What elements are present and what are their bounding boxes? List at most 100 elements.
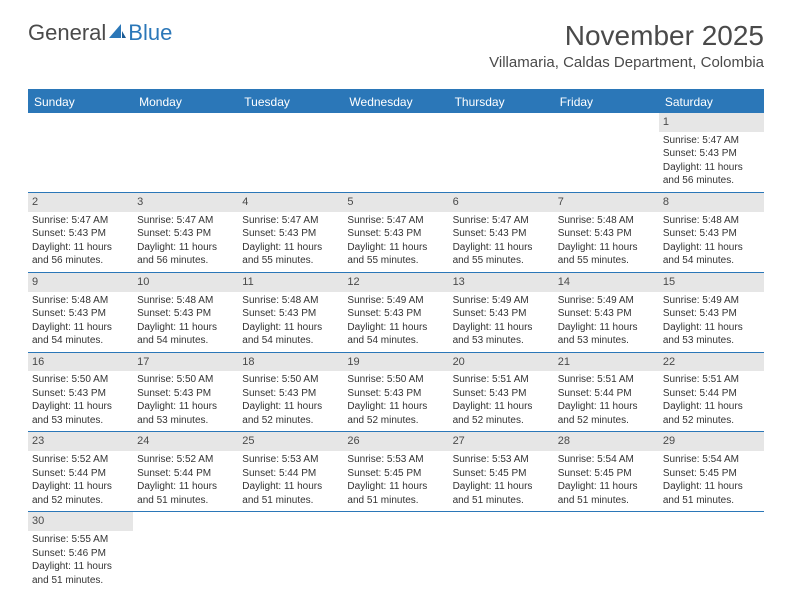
sunrise-text: Sunrise: 5:48 AM — [663, 214, 760, 228]
day-body: Sunrise: 5:50 AMSunset: 5:43 PMDaylight:… — [238, 371, 343, 431]
day-body: Sunrise: 5:48 AMSunset: 5:43 PMDaylight:… — [28, 292, 133, 352]
daylight-text: Daylight: 11 hours and 53 minutes. — [558, 321, 655, 348]
calendar-day: 9Sunrise: 5:48 AMSunset: 5:43 PMDaylight… — [28, 273, 133, 352]
day-body: Sunrise: 5:47 AMSunset: 5:43 PMDaylight:… — [343, 212, 448, 272]
calendar-day: 2Sunrise: 5:47 AMSunset: 5:43 PMDaylight… — [28, 193, 133, 272]
calendar-day: 25Sunrise: 5:53 AMSunset: 5:44 PMDayligh… — [238, 432, 343, 511]
sunrise-text: Sunrise: 5:55 AM — [32, 533, 129, 547]
calendar-day: 28Sunrise: 5:54 AMSunset: 5:45 PMDayligh… — [554, 432, 659, 511]
day-number: 16 — [28, 353, 133, 372]
calendar-day: 30Sunrise: 5:55 AMSunset: 5:46 PMDayligh… — [28, 512, 133, 591]
calendar-day — [133, 512, 238, 591]
sunrise-text: Sunrise: 5:47 AM — [453, 214, 550, 228]
day-body: Sunrise: 5:49 AMSunset: 5:43 PMDaylight:… — [449, 292, 554, 352]
daylight-text: Daylight: 11 hours and 51 minutes. — [663, 480, 760, 507]
day-number: 23 — [28, 432, 133, 451]
day-body: Sunrise: 5:48 AMSunset: 5:43 PMDaylight:… — [659, 212, 764, 272]
day-body: Sunrise: 5:47 AMSunset: 5:43 PMDaylight:… — [28, 212, 133, 272]
daylight-text: Daylight: 11 hours and 55 minutes. — [453, 241, 550, 268]
daylight-text: Daylight: 11 hours and 56 minutes. — [32, 241, 129, 268]
day-body: Sunrise: 5:53 AMSunset: 5:45 PMDaylight:… — [343, 451, 448, 511]
day-body: Sunrise: 5:47 AMSunset: 5:43 PMDaylight:… — [449, 212, 554, 272]
calendar-day — [449, 113, 554, 192]
day-number: 25 — [238, 432, 343, 451]
sunrise-text: Sunrise: 5:47 AM — [242, 214, 339, 228]
sunset-text: Sunset: 5:44 PM — [558, 387, 655, 401]
sunset-text: Sunset: 5:44 PM — [137, 467, 234, 481]
day-body: Sunrise: 5:48 AMSunset: 5:43 PMDaylight:… — [554, 212, 659, 272]
weekday-header: Thursday — [449, 91, 554, 113]
sunrise-text: Sunrise: 5:48 AM — [558, 214, 655, 228]
daylight-text: Daylight: 11 hours and 52 minutes. — [347, 400, 444, 427]
daylight-text: Daylight: 11 hours and 51 minutes. — [453, 480, 550, 507]
calendar-week: 30Sunrise: 5:55 AMSunset: 5:46 PMDayligh… — [28, 512, 764, 591]
calendar-day: 24Sunrise: 5:52 AMSunset: 5:44 PMDayligh… — [133, 432, 238, 511]
day-body: Sunrise: 5:47 AMSunset: 5:43 PMDaylight:… — [133, 212, 238, 272]
daylight-text: Daylight: 11 hours and 53 minutes. — [137, 400, 234, 427]
day-number: 22 — [659, 353, 764, 372]
sunrise-text: Sunrise: 5:51 AM — [558, 373, 655, 387]
calendar-day: 14Sunrise: 5:49 AMSunset: 5:43 PMDayligh… — [554, 273, 659, 352]
sunset-text: Sunset: 5:43 PM — [32, 387, 129, 401]
day-number: 12 — [343, 273, 448, 292]
weekday-header: Friday — [554, 91, 659, 113]
sunset-text: Sunset: 5:43 PM — [558, 307, 655, 321]
sunset-text: Sunset: 5:45 PM — [347, 467, 444, 481]
calendar-day — [343, 512, 448, 591]
sunrise-text: Sunrise: 5:54 AM — [558, 453, 655, 467]
location-subtitle: Villamaria, Caldas Department, Colombia — [489, 54, 764, 71]
daylight-text: Daylight: 11 hours and 51 minutes. — [347, 480, 444, 507]
day-body: Sunrise: 5:49 AMSunset: 5:43 PMDaylight:… — [554, 292, 659, 352]
day-body: Sunrise: 5:50 AMSunset: 5:43 PMDaylight:… — [133, 371, 238, 431]
sunset-text: Sunset: 5:43 PM — [32, 227, 129, 241]
calendar-day: 11Sunrise: 5:48 AMSunset: 5:43 PMDayligh… — [238, 273, 343, 352]
sunrise-text: Sunrise: 5:47 AM — [137, 214, 234, 228]
sunset-text: Sunset: 5:43 PM — [242, 387, 339, 401]
daylight-text: Daylight: 11 hours and 56 minutes. — [663, 161, 760, 188]
title-block: November 2025 Villamaria, Caldas Departm… — [489, 20, 764, 71]
sunrise-text: Sunrise: 5:49 AM — [347, 294, 444, 308]
daylight-text: Daylight: 11 hours and 56 minutes. — [137, 241, 234, 268]
weekday-header: Tuesday — [238, 91, 343, 113]
day-number: 30 — [28, 512, 133, 531]
calendar-week: 2Sunrise: 5:47 AMSunset: 5:43 PMDaylight… — [28, 193, 764, 273]
logo: General Blue — [28, 20, 172, 46]
sunrise-text: Sunrise: 5:48 AM — [242, 294, 339, 308]
sunrise-text: Sunrise: 5:49 AM — [663, 294, 760, 308]
sunrise-text: Sunrise: 5:51 AM — [663, 373, 760, 387]
day-body: Sunrise: 5:53 AMSunset: 5:45 PMDaylight:… — [449, 451, 554, 511]
calendar-day — [449, 512, 554, 591]
day-body: Sunrise: 5:53 AMSunset: 5:44 PMDaylight:… — [238, 451, 343, 511]
calendar-day: 18Sunrise: 5:50 AMSunset: 5:43 PMDayligh… — [238, 353, 343, 432]
weekday-header-row: SundayMondayTuesdayWednesdayThursdayFrid… — [28, 91, 764, 113]
sunset-text: Sunset: 5:43 PM — [663, 227, 760, 241]
day-number: 1 — [659, 113, 764, 132]
daylight-text: Daylight: 11 hours and 52 minutes. — [558, 400, 655, 427]
calendar-day — [554, 113, 659, 192]
calendar-day: 15Sunrise: 5:49 AMSunset: 5:43 PMDayligh… — [659, 273, 764, 352]
daylight-text: Daylight: 11 hours and 51 minutes. — [558, 480, 655, 507]
sunset-text: Sunset: 5:43 PM — [453, 387, 550, 401]
calendar-day: 3Sunrise: 5:47 AMSunset: 5:43 PMDaylight… — [133, 193, 238, 272]
sunrise-text: Sunrise: 5:49 AM — [453, 294, 550, 308]
sunrise-text: Sunrise: 5:47 AM — [663, 134, 760, 148]
month-title: November 2025 — [489, 20, 764, 52]
sunrise-text: Sunrise: 5:50 AM — [32, 373, 129, 387]
calendar-day — [238, 512, 343, 591]
sunrise-text: Sunrise: 5:53 AM — [453, 453, 550, 467]
sunrise-text: Sunrise: 5:51 AM — [453, 373, 550, 387]
day-number: 13 — [449, 273, 554, 292]
sunrise-text: Sunrise: 5:52 AM — [137, 453, 234, 467]
weekday-header: Sunday — [28, 91, 133, 113]
calendar-day — [238, 113, 343, 192]
daylight-text: Daylight: 11 hours and 54 minutes. — [663, 241, 760, 268]
sunset-text: Sunset: 5:43 PM — [453, 307, 550, 321]
day-number: 5 — [343, 193, 448, 212]
sunset-text: Sunset: 5:44 PM — [242, 467, 339, 481]
day-number: 17 — [133, 353, 238, 372]
sunset-text: Sunset: 5:46 PM — [32, 547, 129, 561]
day-number: 4 — [238, 193, 343, 212]
calendar-day: 6Sunrise: 5:47 AMSunset: 5:43 PMDaylight… — [449, 193, 554, 272]
calendar-week: 1Sunrise: 5:47 AMSunset: 5:43 PMDaylight… — [28, 113, 764, 193]
calendar-day: 19Sunrise: 5:50 AMSunset: 5:43 PMDayligh… — [343, 353, 448, 432]
